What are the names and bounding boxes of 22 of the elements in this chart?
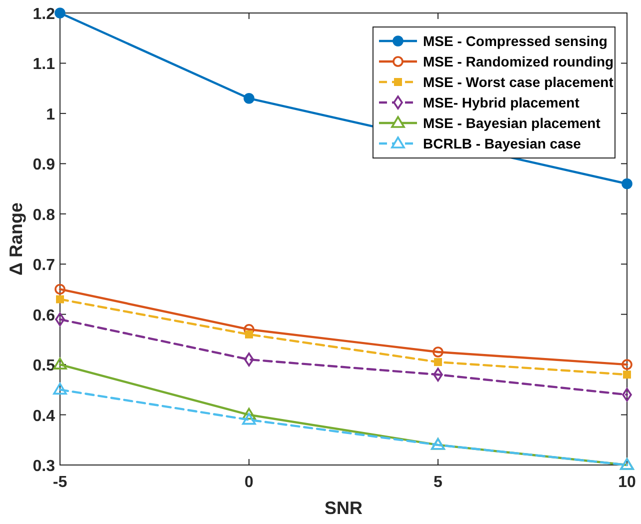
- legend-label: MSE - Bayesian placement: [423, 115, 601, 131]
- y-tick-label: 0.5: [32, 358, 56, 375]
- y-tick-label: 1.2: [32, 6, 56, 23]
- legend-label: MSE - Compressed sensing: [423, 33, 608, 49]
- x-tick-label: -5: [52, 474, 68, 491]
- y-tick-label: 1.1: [32, 56, 56, 74]
- x-axis-title: SNR: [324, 498, 363, 518]
- x-tick-label: 10: [618, 474, 636, 491]
- x-tick-label: 0: [244, 474, 254, 491]
- legend-label: MSE - Randomized rounding: [423, 54, 614, 70]
- y-tick-label: 0.8: [32, 206, 56, 224]
- y-tick-label: 0.3: [32, 458, 56, 475]
- legend-label: MSE- Hybrid placement: [423, 94, 580, 110]
- y-tick-label: 0.4: [32, 408, 56, 425]
- y-tick-label: 1: [46, 106, 56, 124]
- x-tick-label: 5: [434, 474, 443, 491]
- y-tick-label: 0.7: [32, 257, 56, 274]
- y-tick-label: 0.6: [32, 307, 56, 324]
- legend-label: BCRLB - Bayesian case: [423, 136, 582, 152]
- legend-label: MSE - Worst case placement: [423, 74, 614, 90]
- y-tick-label: 0.9: [32, 156, 56, 174]
- y-axis-title: Δ Range: [6, 202, 26, 276]
